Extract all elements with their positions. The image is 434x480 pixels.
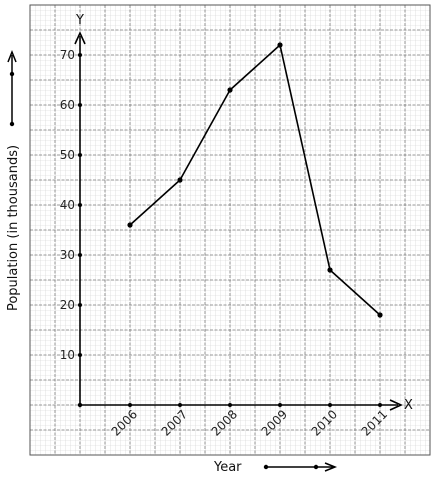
y-tick-label: 10 [60, 348, 75, 362]
x-tick-mark [328, 403, 332, 407]
y-axis-arrowhead [74, 31, 86, 45]
data-point [227, 87, 233, 93]
x-axis-direction-arrow [263, 462, 338, 472]
x-tick-mark [228, 403, 232, 407]
y-axis-letter: Y [75, 13, 84, 28]
y-tick-mark [78, 153, 82, 157]
y-tick-mark [78, 353, 82, 357]
y-tick-mark [78, 53, 82, 57]
y-tick-label: 20 [60, 298, 75, 312]
y-tick-mark [78, 303, 82, 307]
y-tick-label: 70 [60, 48, 75, 62]
y-axis-title: Population (in thousands) [6, 145, 21, 311]
y-tick-label: 60 [60, 98, 75, 112]
x-tick-mark [178, 403, 182, 407]
y-tick-mark [78, 103, 82, 107]
data-point [277, 42, 283, 48]
data-point [177, 177, 183, 183]
data-point [327, 267, 333, 273]
origin-point [77, 402, 83, 408]
axes [74, 31, 403, 411]
population-line-series [127, 42, 383, 318]
x-axis-title: Year [213, 460, 242, 475]
series-line [129, 44, 381, 316]
y-tick-mark [78, 253, 82, 257]
x-axis-arrowhead [389, 399, 403, 411]
data-point [377, 312, 383, 318]
x-axis-letter: X [404, 398, 413, 413]
y-tick-labels: 10 20 30 40 50 60 70 [60, 48, 82, 362]
x-tick-mark [378, 403, 382, 407]
grid-border [29, 4, 431, 456]
x-tick-mark [128, 403, 132, 407]
y-tick-label: 40 [60, 198, 75, 212]
y-axis-direction-arrow [7, 49, 17, 127]
y-tick-label: 50 [60, 148, 75, 162]
x-tick-mark [278, 403, 282, 407]
y-tick-mark [78, 203, 82, 207]
y-tick-label: 30 [60, 248, 75, 262]
data-point [127, 222, 133, 228]
